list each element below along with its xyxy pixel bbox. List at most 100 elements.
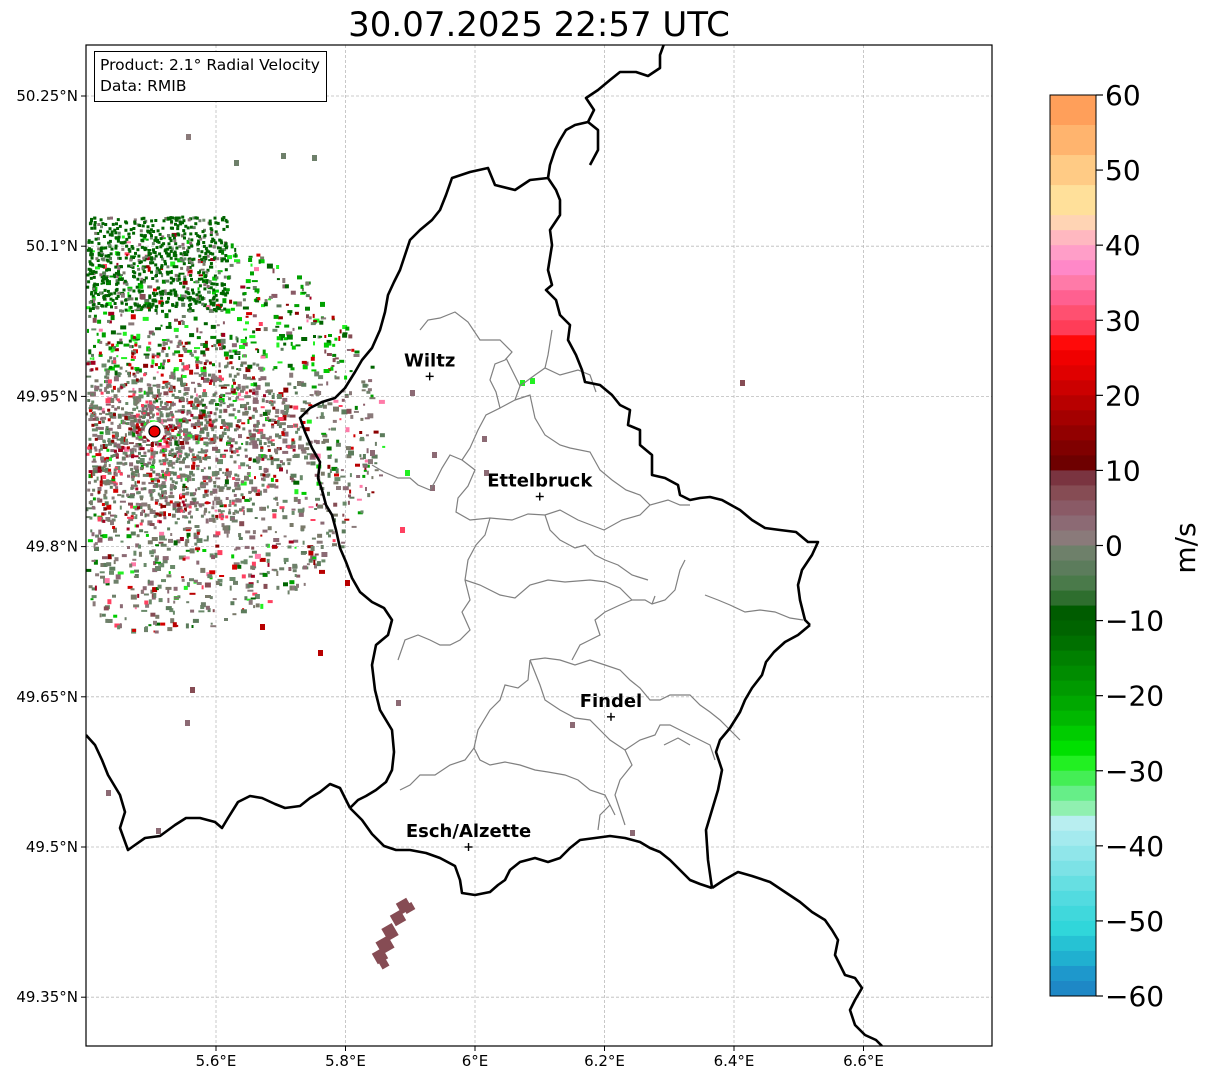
echo-pixel [90, 290, 94, 294]
echo-pixel [257, 459, 261, 463]
echo-pixel [114, 514, 118, 518]
echo-pixel [189, 232, 193, 236]
echo-pixel [131, 246, 135, 250]
echo-pixel [299, 426, 304, 429]
echo-pixel [155, 311, 158, 315]
echo-pixel [143, 422, 149, 426]
echo-pixel [210, 424, 214, 428]
echo-pixel [294, 424, 298, 427]
echo-pixel [94, 270, 98, 274]
echo-pixel [168, 246, 172, 250]
echo-pixel [250, 565, 255, 570]
echo-pixel [150, 589, 154, 594]
echo-pixel [316, 540, 323, 544]
echo-pixel [91, 428, 98, 432]
echo-pixel [116, 443, 121, 449]
colorbar-band [1050, 650, 1096, 667]
echo-pixel [184, 224, 188, 228]
echo-pixel [102, 519, 106, 523]
echo-pixel [263, 454, 267, 458]
echo-pixel [170, 413, 174, 417]
echo-pixel [167, 432, 170, 436]
echo-pixel [143, 451, 147, 455]
echo-pixel [161, 406, 168, 410]
echo-pixel [276, 336, 281, 341]
echo-pixel [215, 403, 219, 406]
echo-pixel [279, 506, 285, 510]
echo-pixel [328, 529, 334, 533]
echo-pixel [130, 358, 135, 361]
echo-pixel [320, 471, 325, 476]
echo-pixel [305, 281, 310, 286]
echo-pixel [232, 598, 237, 601]
echo-pixel [214, 509, 218, 512]
echo-pixel [209, 570, 216, 575]
echo-pixel [100, 225, 103, 229]
echo-pixel [206, 307, 210, 311]
echo-pixel [143, 390, 146, 395]
echo-pixel [293, 405, 299, 410]
data-source-label: Data: RMIB [100, 77, 187, 95]
echo-pixel [87, 539, 93, 543]
echo-pixel [228, 397, 232, 401]
echo-pixel [189, 449, 193, 453]
echo-pixel [186, 536, 189, 539]
echo-pixel [119, 366, 123, 370]
echo-pixel [249, 433, 256, 438]
echo-pixel [236, 454, 240, 457]
echo-pixel [176, 517, 180, 520]
echo-pixel [190, 238, 194, 242]
echo-pixel [110, 330, 116, 335]
echo-pixel [130, 594, 137, 600]
echo-pixel [107, 537, 113, 541]
echo-pixel [195, 488, 197, 492]
echo-pixel [188, 401, 192, 404]
echo-pixel [275, 542, 281, 545]
echo-pixel [248, 389, 252, 393]
echo-pixel [152, 568, 158, 573]
echo-pixel [129, 454, 132, 458]
echo-pixel [205, 359, 209, 363]
echo-pixel [323, 438, 329, 443]
echo-pixel [151, 359, 155, 365]
echo-pixel [257, 297, 261, 301]
echo-pixel [168, 513, 171, 517]
echo-pixel [183, 507, 187, 512]
echo-pixel [124, 411, 128, 415]
echo-pixel [256, 363, 260, 367]
echo-pixel [175, 277, 179, 281]
echo-pixel [266, 437, 270, 441]
echo-pixel [208, 401, 212, 405]
colorbar-tick-label: −60 [1105, 980, 1164, 1013]
echo-pixel [149, 465, 155, 469]
echo-pixel [195, 366, 199, 370]
echo-pixel [97, 490, 101, 494]
echo-pixel [299, 475, 303, 481]
echo-pixel [127, 247, 131, 251]
product-label: Product: 2.1° Radial Velocity [100, 56, 320, 74]
echo-pixel [250, 597, 256, 600]
echo-pixel [275, 325, 280, 328]
echo-pixel [248, 573, 253, 578]
echo-pixel [212, 609, 215, 613]
echo-pixel [271, 423, 275, 427]
echo-pixel [167, 291, 171, 295]
echo-pixel [90, 292, 93, 296]
echo-pixel [322, 434, 328, 438]
echo-pixel [253, 489, 257, 493]
echo-pixel [154, 477, 160, 482]
echo-pixel [160, 493, 164, 497]
echo-pixel [214, 230, 218, 234]
echo-pixel [190, 609, 195, 613]
echo-pixel [125, 244, 129, 248]
echo-pixel [99, 246, 103, 250]
echo-pixel [168, 441, 172, 445]
echo-pixel [108, 346, 115, 351]
colorbar-band [1050, 215, 1096, 231]
echo-pixel [178, 339, 182, 343]
echo-pixel [94, 231, 98, 235]
echo-pixel [191, 263, 195, 267]
echo-pixel [120, 441, 124, 445]
echo-pixel [184, 452, 188, 456]
echo-pixel [119, 604, 123, 609]
